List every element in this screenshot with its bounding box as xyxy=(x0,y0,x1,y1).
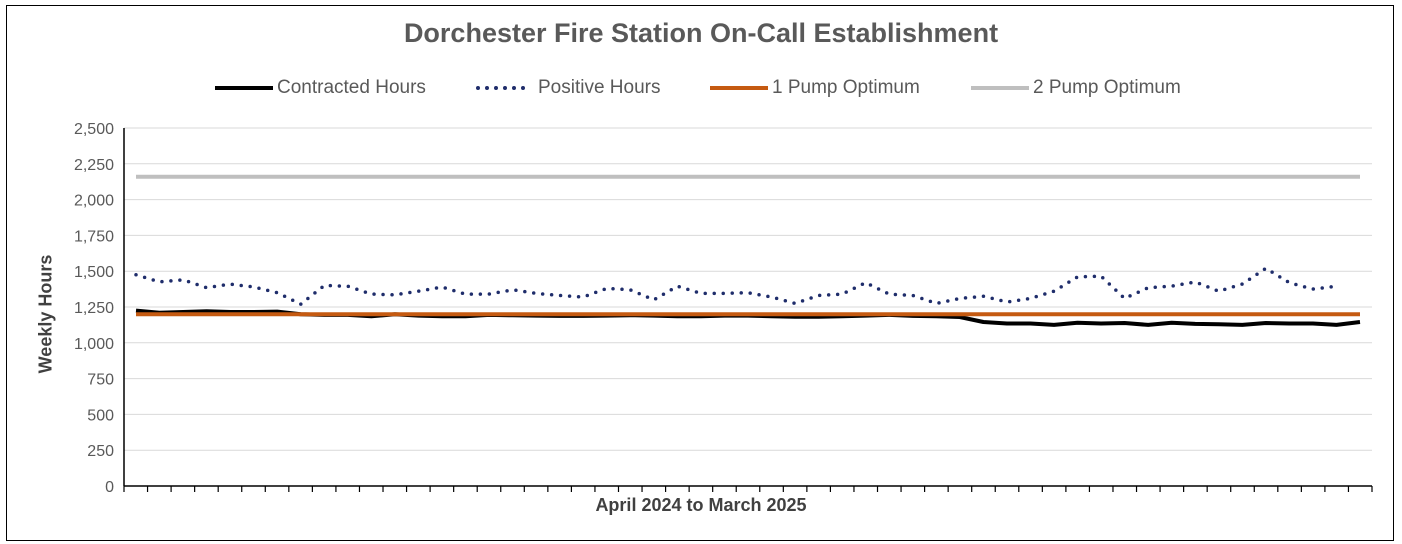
legend-swatch-contracted-hours xyxy=(215,86,273,90)
legend-swatch-positive-hours xyxy=(476,86,534,90)
chart-legend: Contracted Hours Positive Hours 1 Pump O… xyxy=(0,73,1402,103)
y-tick-label: 1,750 xyxy=(74,228,114,245)
x-axis-label: April 2024 to March 2025 xyxy=(595,495,807,515)
y-tick-label: 1,000 xyxy=(74,336,114,353)
legend-item-contracted-hours: Contracted Hours xyxy=(215,73,426,103)
y-tick-label: 1,250 xyxy=(74,300,114,317)
legend-label-positive-hours: Positive Hours xyxy=(538,77,661,98)
y-tick-label: 1,500 xyxy=(74,264,114,281)
series-line-positive-hours xyxy=(134,266,1339,306)
y-tick-label: 2,000 xyxy=(74,193,114,210)
y-tick-label: 500 xyxy=(87,407,114,424)
legend-swatch-1-pump-optimum xyxy=(710,86,768,90)
y-axis-label: Weekly Hours xyxy=(35,254,56,374)
legend-item-2-pump-optimum: 2 Pump Optimum xyxy=(971,73,1181,103)
chart-title: Dorchester Fire Station On-Call Establis… xyxy=(403,18,999,48)
legend-label-2-pump-optimum: 2 Pump Optimum xyxy=(1033,77,1181,98)
y-tick-label: 2,250 xyxy=(74,157,114,174)
y-tick-label: 2,500 xyxy=(74,121,114,138)
legend-item-positive-hours: Positive Hours xyxy=(476,73,661,103)
legend-swatch-2-pump-optimum xyxy=(971,86,1029,90)
legend-label-1-pump-optimum: 1 Pump Optimum xyxy=(772,77,920,98)
legend-item-1-pump-optimum: 1 Pump Optimum xyxy=(710,73,920,103)
y-tick-label: 250 xyxy=(87,443,114,460)
chart-frame xyxy=(6,5,1394,541)
y-tick-label: 750 xyxy=(87,372,114,389)
y-tick-label: 0 xyxy=(105,479,114,496)
legend-label-contracted-hours: Contracted Hours xyxy=(277,77,426,98)
